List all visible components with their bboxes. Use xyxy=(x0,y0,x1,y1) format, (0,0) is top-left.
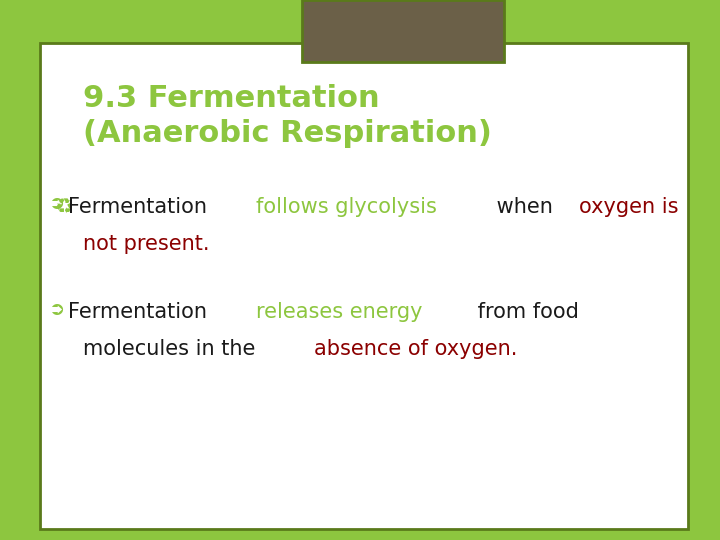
Text: molecules in the: molecules in the xyxy=(83,339,262,359)
Text: Fermentation: Fermentation xyxy=(68,302,214,322)
Text: 9.3 Fermentation: 9.3 Fermentation xyxy=(83,84,379,113)
Text: not present.: not present. xyxy=(83,234,210,254)
FancyBboxPatch shape xyxy=(40,43,688,529)
Text: ♻: ♻ xyxy=(54,197,73,217)
Text: absence of oxygen.: absence of oxygen. xyxy=(314,339,517,359)
Text: when: when xyxy=(490,197,559,217)
Text: ➲: ➲ xyxy=(49,300,66,319)
Text: (Anaerobic Respiration): (Anaerobic Respiration) xyxy=(83,119,492,148)
Text: oxygen is: oxygen is xyxy=(580,197,679,217)
Text: ➲: ➲ xyxy=(49,194,66,213)
Text: from food: from food xyxy=(471,302,579,322)
Text: Fermentation: Fermentation xyxy=(68,197,214,217)
Text: follows glycolysis: follows glycolysis xyxy=(256,197,437,217)
Text: releases energy: releases energy xyxy=(256,302,423,322)
Bar xyxy=(302,0,504,62)
